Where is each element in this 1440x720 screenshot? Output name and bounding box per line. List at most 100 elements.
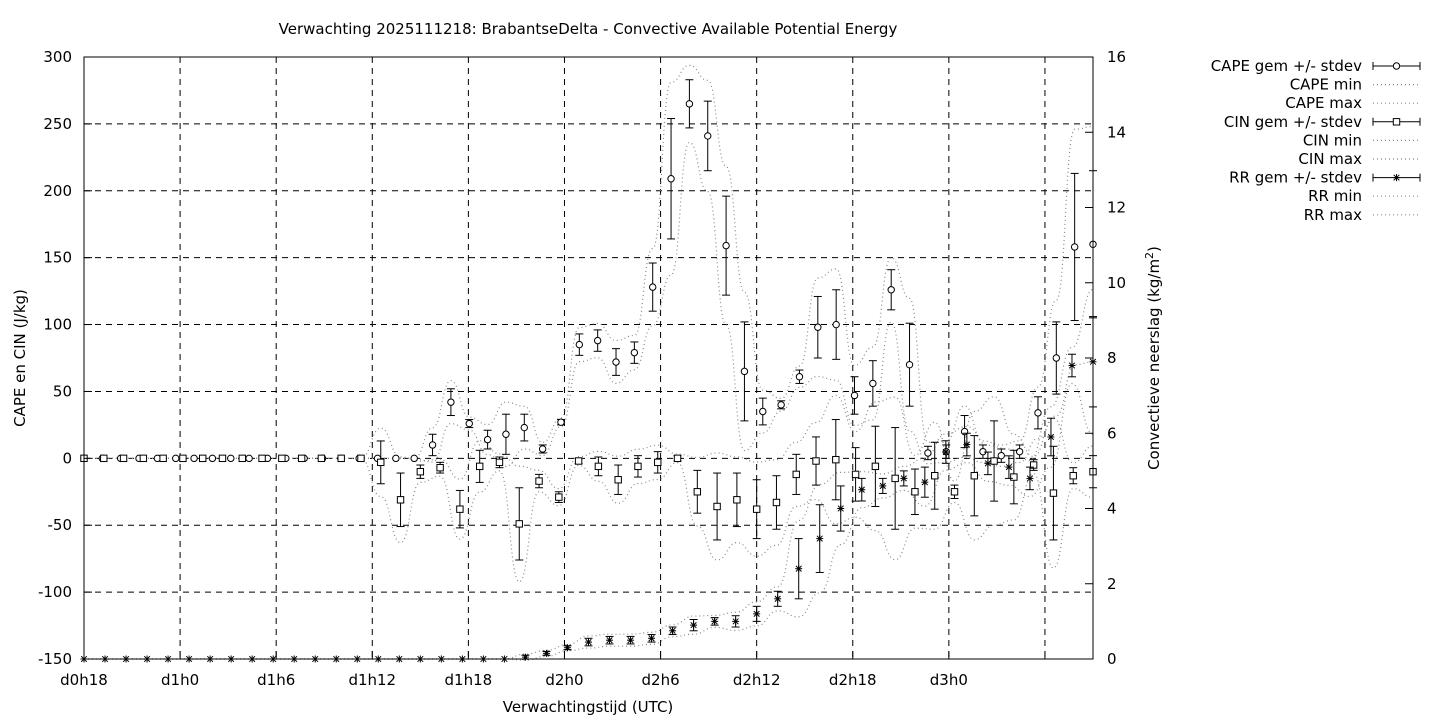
cape-point (428, 441, 437, 449)
cape-point (924, 449, 932, 457)
cape-max-curve (84, 64, 1094, 459)
legend-label: CIN max (1298, 150, 1362, 168)
cin-point (891, 474, 899, 483)
cape-point (483, 435, 492, 444)
rr-point (879, 482, 887, 490)
cape-point (410, 454, 418, 463)
cin-point (100, 454, 108, 463)
cape-point (814, 323, 822, 331)
cape-point (227, 454, 235, 463)
cin-point (654, 458, 662, 467)
cape-point (245, 454, 253, 463)
cin-point (851, 470, 860, 479)
data-series (80, 79, 1097, 663)
cin-point (871, 462, 880, 471)
cape-min-curve (84, 141, 1094, 468)
cin-point (990, 457, 998, 465)
cape-point (557, 418, 565, 426)
cape-point (630, 348, 639, 357)
rr-point (774, 595, 782, 603)
cin-point (416, 468, 425, 476)
cin-point (733, 496, 741, 504)
rr-point (648, 634, 656, 642)
rr-point (753, 610, 761, 618)
legend-label: CAPE gem +/- stdev (1211, 57, 1362, 75)
cape-point (1052, 354, 1061, 362)
rr-point (711, 617, 719, 625)
cin-point (238, 454, 246, 463)
rr-point (521, 653, 529, 661)
cin-point (911, 488, 919, 496)
cape-point (208, 454, 217, 463)
cin-point (792, 470, 800, 479)
y2-tick-label: 4 (1107, 500, 1117, 518)
legend-label: RR max (1304, 206, 1362, 224)
cin-point (614, 476, 622, 484)
cin-point (832, 455, 840, 464)
y-tick-label: -50 (48, 516, 73, 534)
y-tick-label: 0 (62, 449, 72, 467)
y2-tick-label: 6 (1107, 424, 1117, 442)
cin-point (950, 488, 959, 496)
cin-point (1010, 473, 1018, 481)
y-tick-label: 50 (53, 382, 72, 400)
cin-point (535, 477, 543, 485)
cape-point (447, 398, 455, 406)
cape-point (685, 100, 694, 108)
legend-marker-star (1393, 174, 1400, 182)
cin-max-curve (84, 394, 1094, 490)
cape-point (612, 358, 620, 366)
x-tick-label: d1h12 (348, 671, 396, 689)
x-tick-label: d1h0 (161, 671, 199, 689)
cape-point (795, 373, 804, 381)
cin-point (297, 454, 306, 463)
rr-point (732, 617, 740, 625)
cin-point (515, 520, 523, 528)
y2-axis-label: Convectieve neerslag (kg/m2) (1143, 246, 1163, 470)
rr-point (585, 638, 592, 646)
rr-point (606, 636, 614, 644)
rr-point (921, 478, 929, 486)
rr-point (563, 644, 571, 652)
grid (84, 57, 1093, 659)
legend-marker-square (1392, 118, 1401, 126)
cape-point (502, 430, 510, 438)
rr-point (542, 649, 550, 657)
rr-point (1068, 362, 1076, 370)
y-axis-ticks: -150 -100 -50 0 50 100 150 200 250 300 (38, 48, 92, 668)
x-tick-label: d3h0 (930, 671, 968, 689)
rr-point (816, 535, 824, 543)
cape-point (850, 391, 859, 400)
legend-marker-circle (1392, 62, 1401, 70)
rr-point (690, 621, 698, 629)
min-max-curves (83, 64, 1094, 661)
cape-point (905, 360, 914, 369)
x-tick-label: d2h0 (545, 671, 583, 689)
cin-point (475, 462, 484, 471)
cin-min-curve (84, 457, 1094, 583)
cin-point (218, 454, 227, 463)
cape-point (832, 320, 840, 329)
rr-point (1047, 433, 1055, 441)
rr-point (858, 486, 866, 494)
legend-label: CIN min (1303, 131, 1362, 149)
legend-label: CAPE max (1285, 94, 1362, 112)
y-tick-label: -150 (38, 650, 72, 668)
cin-point (495, 458, 504, 467)
cape-point (172, 454, 180, 463)
y2-tick-label: 8 (1107, 349, 1117, 367)
cin-point (199, 454, 207, 463)
x-tick-label: d0h18 (60, 671, 108, 689)
rr-point (627, 636, 635, 644)
cin-point (574, 457, 583, 465)
y-tick-label: 250 (43, 115, 72, 133)
cape-point (869, 379, 877, 388)
legend-label: CAPE min (1290, 76, 1362, 94)
cin-point (931, 472, 939, 480)
y-tick-label: 300 (43, 48, 72, 66)
cin-point (555, 493, 563, 501)
cin-point (713, 502, 721, 511)
cape-point (392, 454, 400, 463)
